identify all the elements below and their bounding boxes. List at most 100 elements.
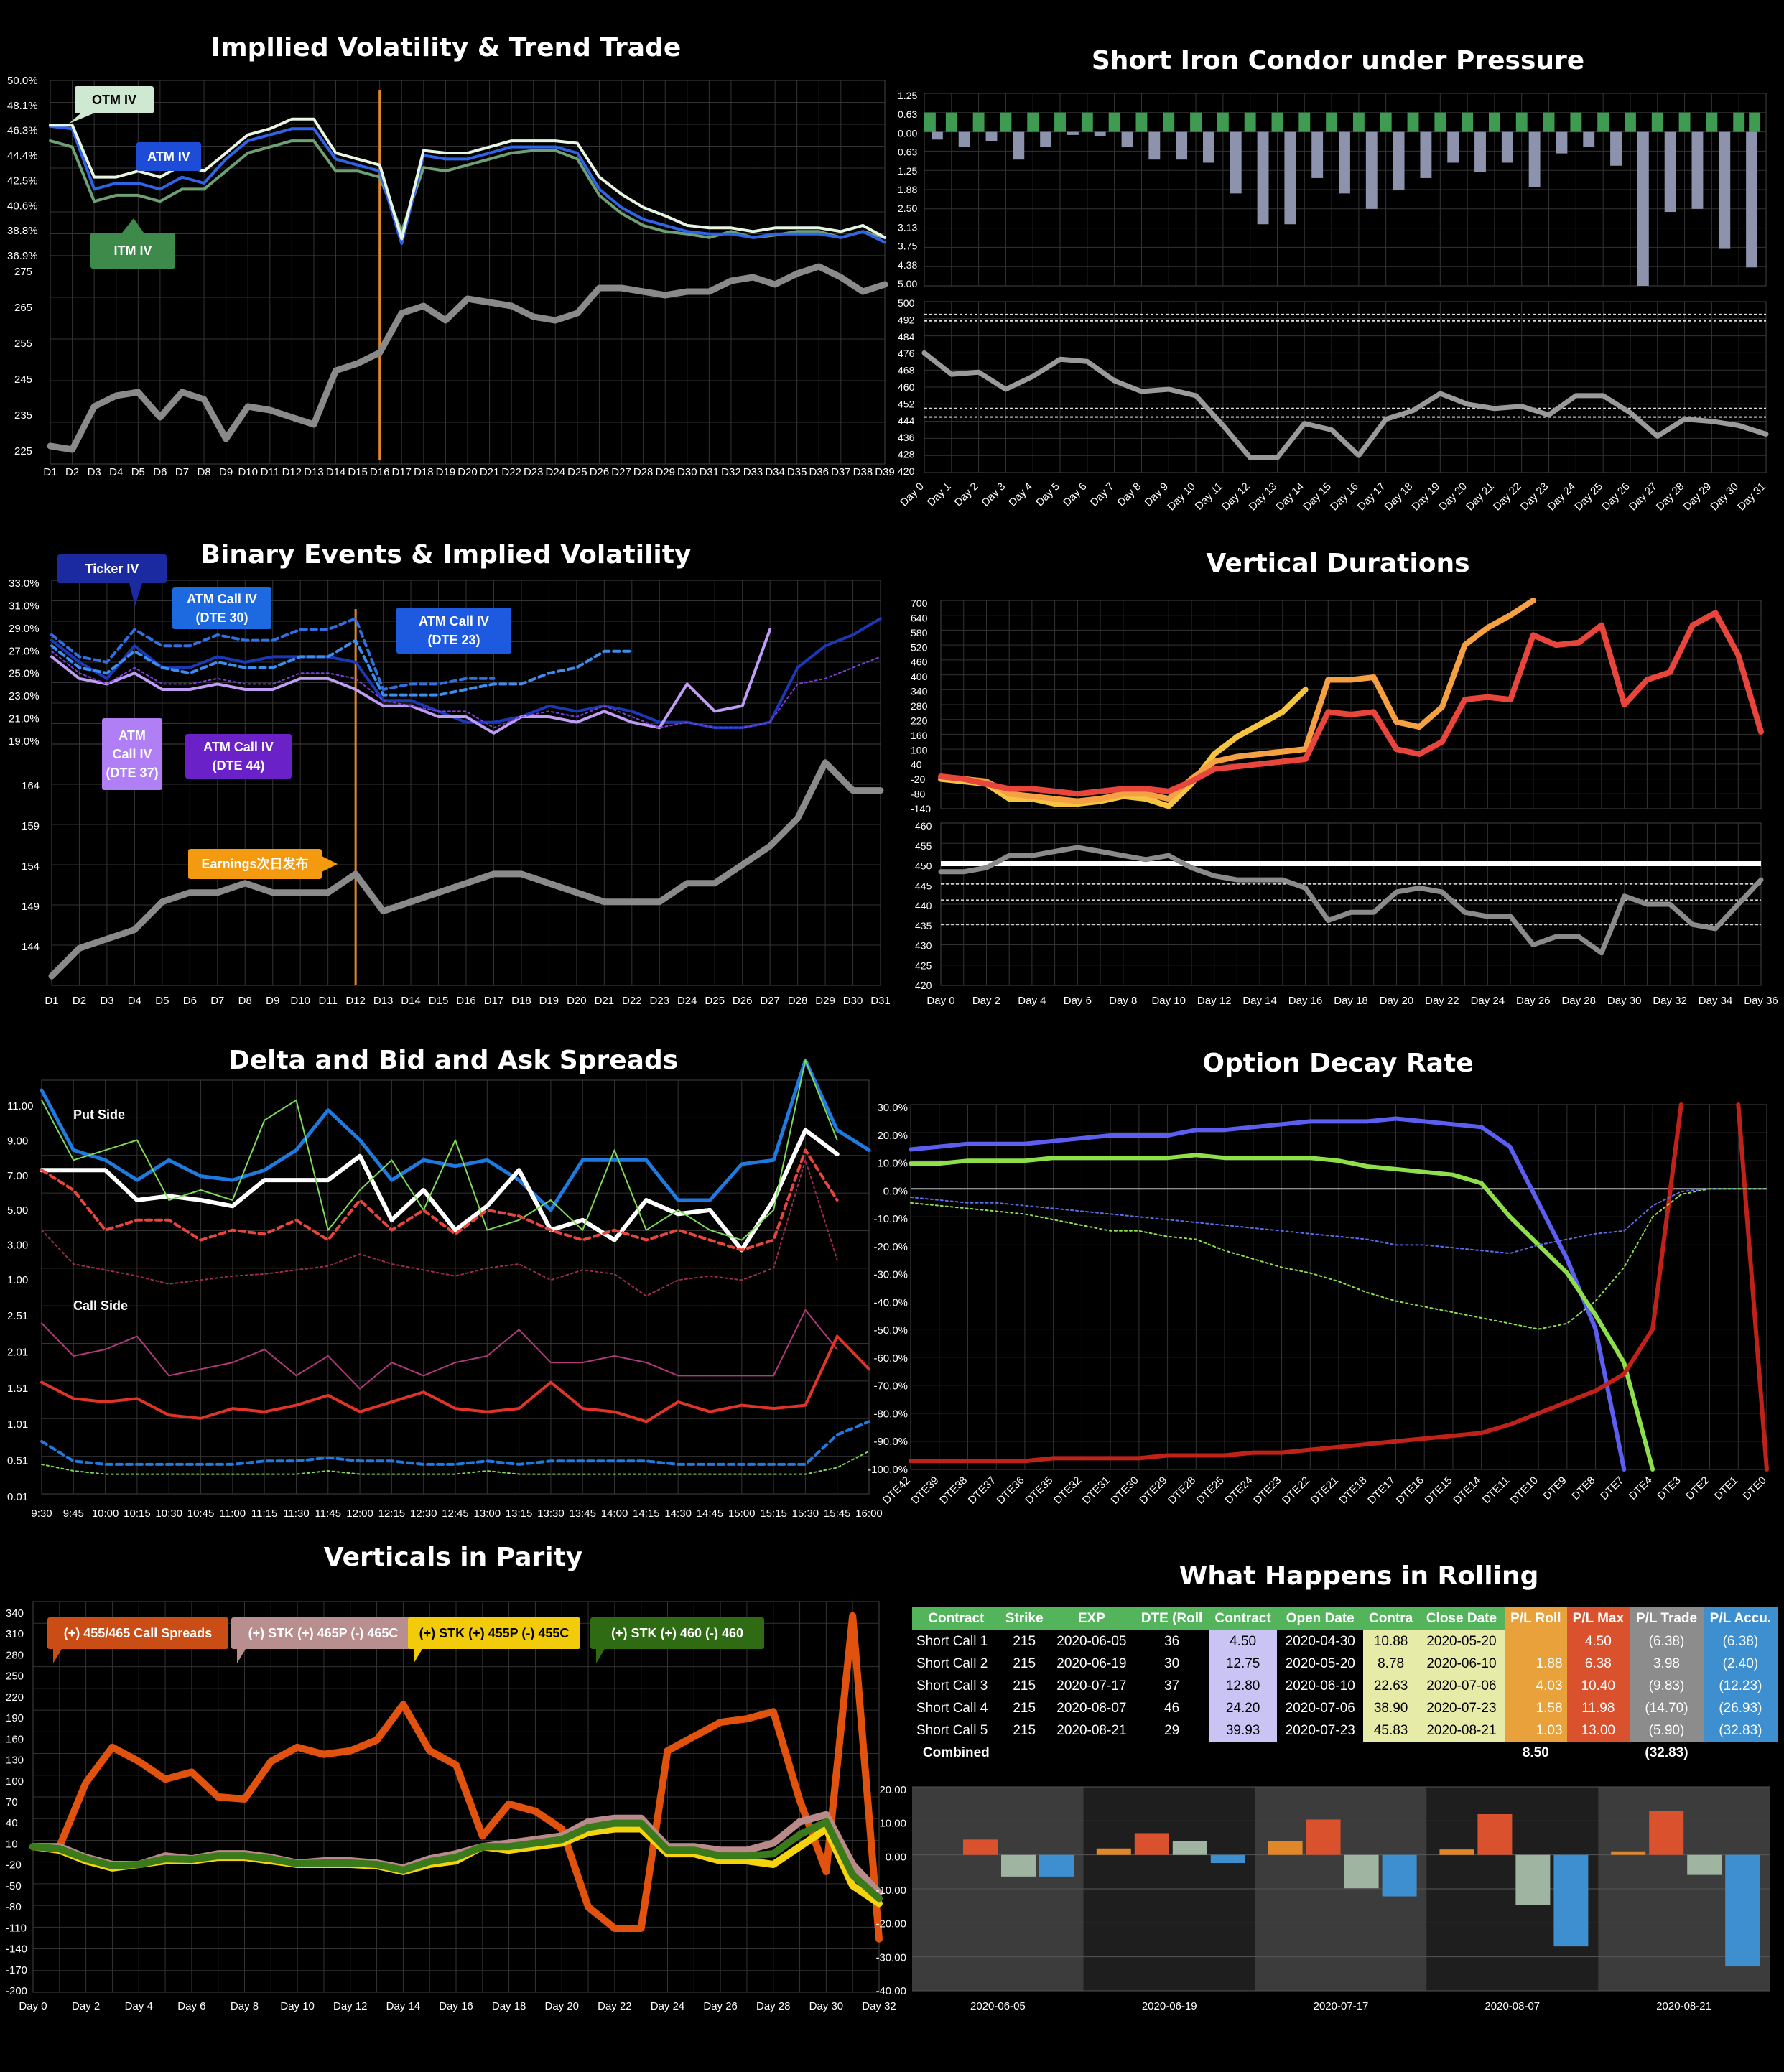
vertical-bottom-tick: 450 <box>915 860 932 872</box>
condor-credit-bar <box>1625 112 1636 132</box>
binary-x-tick: D7 <box>210 995 224 1007</box>
vertical-top-tick: 40 <box>911 759 922 771</box>
decay-x-tick: DTE7 <box>1598 1474 1626 1502</box>
rolling-bar <box>1477 1813 1513 1855</box>
decay-x-tick: DTE23 <box>1251 1474 1283 1507</box>
decay-x-tick: DTE0 <box>1741 1474 1769 1502</box>
rolling-bar <box>1001 1854 1036 1877</box>
table-cell <box>1277 1742 1363 1764</box>
vertical-x-tick: Day 26 <box>1516 995 1551 1007</box>
decay-tick: 30.0% <box>877 1102 908 1114</box>
binary-x-tick: D2 <box>73 995 86 1007</box>
binary-callout-dte23-label: ATM Call IV <box>419 614 489 628</box>
parity-legend-pointer <box>596 1649 605 1663</box>
delta-x-tick: 14:45 <box>697 1507 724 1520</box>
vertical-top-tick: -80 <box>911 789 925 800</box>
table-cell: (32.83) <box>1703 1719 1778 1742</box>
rolling-chart-title: What Happens in Rolling <box>1179 1561 1539 1591</box>
vertical-x-tick: Day 24 <box>1471 995 1505 1007</box>
binary-top-tick: 23.0% <box>9 690 40 702</box>
iv-x-tick: D1 <box>43 466 57 478</box>
condor-credit-bar <box>1407 112 1419 132</box>
iv-callout-atm-label: ATM IV <box>147 149 190 164</box>
iv-x-tick: D34 <box>765 466 785 478</box>
condor-x-tick: Day 26 <box>1599 480 1632 514</box>
table-cell <box>1567 1742 1630 1764</box>
condor-x-tick: Day 15 <box>1301 480 1334 514</box>
table-cell <box>1418 1742 1505 1764</box>
condor-price-tick: 468 <box>898 365 915 376</box>
delta-put-4 <box>41 1159 838 1297</box>
condor-x-tick: Day 19 <box>1410 480 1443 514</box>
rolling-bar <box>1210 1854 1245 1864</box>
condor-price-tick: 460 <box>898 381 915 393</box>
binary-callout-earnings-label: Earnings次日发布 <box>201 856 308 871</box>
binary-bottom-tick: 164 <box>22 780 40 792</box>
decay-x-tick: DTE31 <box>1080 1474 1112 1507</box>
rolling-bar <box>1515 1854 1551 1905</box>
condor-credit-bar <box>945 112 957 132</box>
col-header: Contract <box>912 1607 1000 1630</box>
condor-credit-bar <box>1271 112 1283 132</box>
condor-loss-bar <box>1257 131 1269 225</box>
iv-x-tick: D24 <box>546 466 566 478</box>
parity-legend-3-box <box>590 1617 764 1649</box>
table-cell: 2020-07-23 <box>1418 1697 1505 1719</box>
condor-loss-bar <box>1474 131 1486 172</box>
delta-put-1 <box>40 1128 840 1253</box>
table-cell: 4.03 <box>1505 1675 1567 1697</box>
condor-loss-bar <box>1121 131 1133 148</box>
iv-x-tick: D3 <box>88 466 101 478</box>
table-cell: (2.40) <box>1703 1653 1778 1675</box>
rolling-bar <box>1268 1841 1303 1855</box>
condor-credit-bar <box>1244 112 1256 132</box>
vertical-bottom-tick: 420 <box>915 980 932 991</box>
table-cell <box>1209 1742 1277 1764</box>
parity-tick: 310 <box>6 1628 24 1640</box>
binary-x-tick: D5 <box>155 995 169 1007</box>
binary-series-2 <box>50 638 633 697</box>
rolling-bar <box>1134 1833 1169 1855</box>
binary-callout-dte30-box <box>172 587 271 629</box>
decay-x-tick: DTE2 <box>1683 1474 1711 1502</box>
condor-loss-bar <box>1528 131 1541 187</box>
vertical-top-tick: 520 <box>911 641 928 653</box>
vertical-x-tick: Day 8 <box>1109 995 1137 1007</box>
vertical-top-tick: -20 <box>911 773 925 785</box>
parity-tick: -200 <box>6 1985 27 1997</box>
condor-x-tick: Day 0 <box>898 480 926 509</box>
iv-x-tick: D4 <box>109 466 123 478</box>
condor-x-tick: Day 4 <box>1006 480 1035 509</box>
delta-x-tick: 14:15 <box>633 1507 660 1520</box>
iv-price-line <box>47 263 888 453</box>
condor-price-line <box>921 350 1769 460</box>
delta-x-tick: 13:45 <box>569 1507 596 1520</box>
vertical-x-tick: Day 32 <box>1653 995 1687 1007</box>
col-header: P/L Trade <box>1630 1607 1704 1630</box>
binary-x-tick: D31 <box>870 995 891 1007</box>
condor-x-tick: Day 17 <box>1355 480 1388 514</box>
parity-tick: -110 <box>6 1922 27 1934</box>
parity-x-tick: Day 30 <box>809 2000 844 2012</box>
table-cell: 8.50 <box>1522 1745 1549 1760</box>
iv-x-tick: D8 <box>197 466 210 478</box>
parity-legend-1-label: (+) STK (+) 465P (-) 465C <box>248 1626 399 1640</box>
parity-tick: -170 <box>6 1964 27 1976</box>
binary-x-tick: D27 <box>760 995 780 1007</box>
condor-credit-bar <box>924 112 936 132</box>
delta-x-tick: 13:00 <box>474 1507 501 1520</box>
condor-loss-bar <box>1719 131 1731 249</box>
rolling-bar <box>1172 1841 1207 1855</box>
iv-top-tick: 50.0% <box>7 75 38 87</box>
iv-x-tick: D21 <box>480 466 500 478</box>
vertical-x-tick: Day 22 <box>1425 995 1459 1007</box>
condor-price-tick: 484 <box>898 331 915 343</box>
iv-x-tick: D35 <box>787 466 807 478</box>
binary-x-tick: D13 <box>373 995 394 1007</box>
vertical-top-tick: 100 <box>911 744 928 756</box>
iv-bottom-tick: 275 <box>14 266 32 278</box>
parity-x-tick: Day 20 <box>544 2000 579 2012</box>
condor-loss-bar <box>1148 131 1161 160</box>
col-header: Strike <box>1000 1607 1049 1630</box>
